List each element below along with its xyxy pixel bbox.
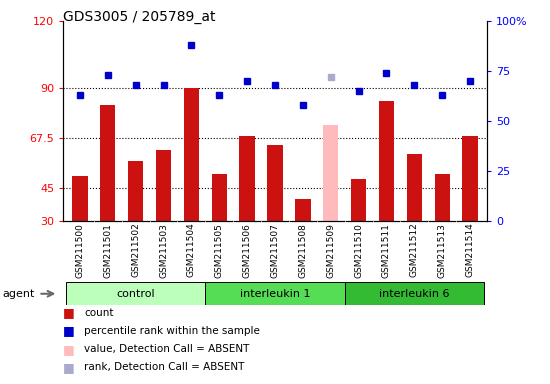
Bar xyxy=(100,106,116,221)
Bar xyxy=(406,154,422,221)
Bar xyxy=(345,282,484,305)
Text: value, Detection Call = ABSENT: value, Detection Call = ABSENT xyxy=(84,344,250,354)
Text: ■: ■ xyxy=(63,324,75,338)
Bar xyxy=(205,282,345,305)
Bar xyxy=(184,88,199,221)
Bar xyxy=(66,282,205,305)
Bar xyxy=(295,199,311,221)
Text: GSM211504: GSM211504 xyxy=(187,223,196,277)
Bar xyxy=(463,136,478,221)
Text: GDS3005 / 205789_at: GDS3005 / 205789_at xyxy=(63,10,216,23)
Text: GSM211513: GSM211513 xyxy=(438,223,447,278)
Text: GSM211503: GSM211503 xyxy=(159,223,168,278)
Bar xyxy=(267,146,283,221)
Bar xyxy=(156,150,171,221)
Bar xyxy=(351,179,366,221)
Text: GSM211511: GSM211511 xyxy=(382,223,391,278)
Text: interleukin 6: interleukin 6 xyxy=(379,289,449,299)
Text: GSM211506: GSM211506 xyxy=(243,223,252,278)
Text: GSM211510: GSM211510 xyxy=(354,223,363,278)
Bar xyxy=(72,176,87,221)
Text: rank, Detection Call = ABSENT: rank, Detection Call = ABSENT xyxy=(84,362,245,372)
Text: ■: ■ xyxy=(63,343,75,356)
Bar xyxy=(212,174,227,221)
Text: GSM211509: GSM211509 xyxy=(326,223,335,278)
Text: GSM211500: GSM211500 xyxy=(75,223,85,278)
Text: GSM211505: GSM211505 xyxy=(215,223,224,278)
Text: interleukin 1: interleukin 1 xyxy=(240,289,310,299)
Text: ■: ■ xyxy=(63,361,75,374)
Bar xyxy=(239,136,255,221)
Text: agent: agent xyxy=(3,289,35,299)
Bar xyxy=(128,161,144,221)
Text: GSM211507: GSM211507 xyxy=(271,223,279,278)
Text: percentile rank within the sample: percentile rank within the sample xyxy=(84,326,260,336)
Bar xyxy=(434,174,450,221)
Text: ■: ■ xyxy=(63,306,75,319)
Text: GSM211514: GSM211514 xyxy=(465,223,475,277)
Text: control: control xyxy=(117,289,155,299)
Bar xyxy=(379,101,394,221)
Text: GSM211508: GSM211508 xyxy=(298,223,307,278)
Bar xyxy=(323,126,338,221)
Text: count: count xyxy=(84,308,114,318)
Text: GSM211502: GSM211502 xyxy=(131,223,140,277)
Text: GSM211501: GSM211501 xyxy=(103,223,112,278)
Text: GSM211512: GSM211512 xyxy=(410,223,419,277)
